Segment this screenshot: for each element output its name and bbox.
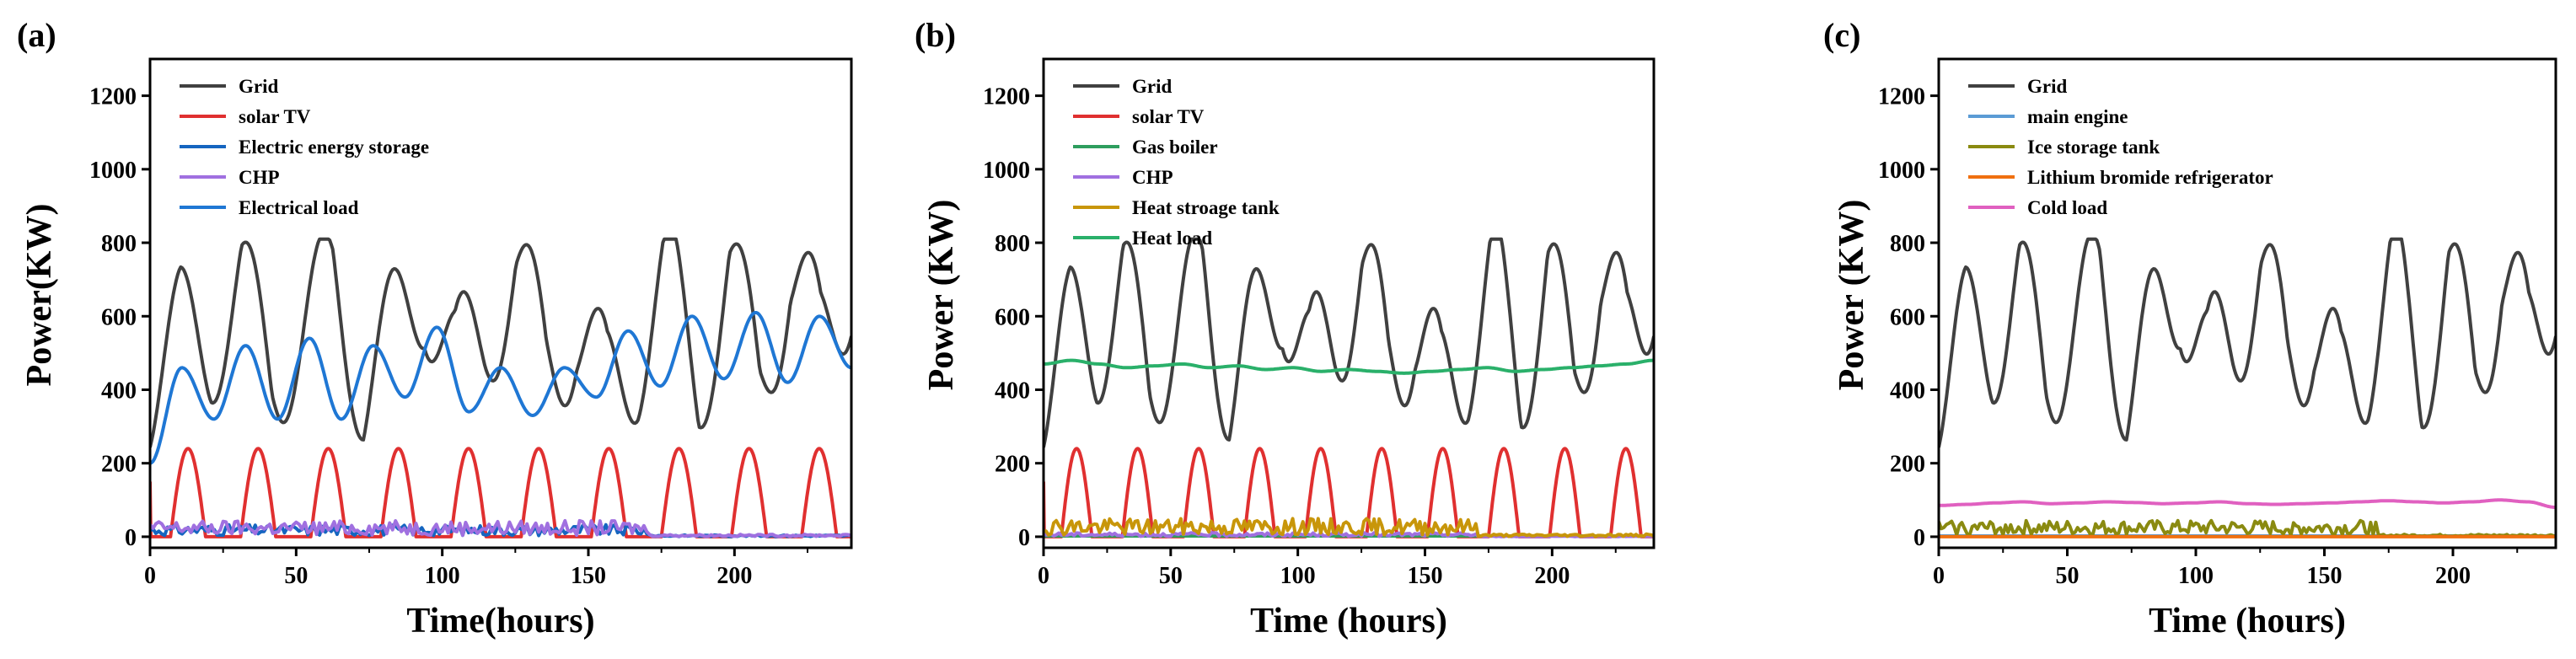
- y-tick-label: 800: [101, 231, 137, 257]
- y-tick-label: 600: [995, 304, 1030, 330]
- plot-frame: [1937, 57, 2557, 549]
- series-line-heat-load: [1044, 358, 1654, 375]
- y-tick-label: 200: [1890, 452, 1925, 478]
- series-line-grid: [150, 237, 851, 448]
- y-tick-label: 400: [1890, 378, 1925, 404]
- x-tick-label: 50: [284, 563, 308, 589]
- legend-label: Cold load: [2027, 197, 2107, 218]
- y-tick-label: 0: [1913, 525, 1925, 551]
- plot-frame: [148, 57, 853, 549]
- series-line-heat-stroage-tank: [1044, 517, 1654, 538]
- x-tick-label: 150: [571, 563, 606, 589]
- legend-label: main engine: [2027, 106, 2128, 127]
- x-axis-title: Time (hours): [1250, 602, 1447, 640]
- x-tick-label: 0: [1933, 563, 1945, 589]
- legend: Grid solar TV Electric energy storage CHP El…: [180, 76, 429, 218]
- x-tick-label: 100: [1280, 563, 1316, 589]
- y-tick-label: 1000: [89, 158, 137, 184]
- x-axis-title: Time (hours): [2149, 602, 2346, 640]
- series-line-grid: [1939, 237, 2556, 448]
- y-axis-title: Power (KW): [922, 200, 961, 391]
- y-tick-label: 1200: [1878, 84, 1925, 110]
- y-tick-label: 1200: [89, 84, 137, 110]
- legend-label: CHP: [1132, 167, 1173, 188]
- legend-label: Heat stroage tank: [1132, 197, 1280, 218]
- x-tick-label: 100: [425, 563, 460, 589]
- legend: Grid solar TV Gas boiler CHP Heat stroage ta…: [1073, 76, 1280, 249]
- y-tick-label: 0: [125, 525, 137, 551]
- legend-label: solar TV: [1132, 106, 1205, 127]
- plot-frame: [1042, 57, 1656, 549]
- series-line-solar-tv: [150, 447, 851, 538]
- legend-label: Grid: [1132, 76, 1172, 97]
- y-tick-label: 200: [995, 452, 1030, 478]
- legend-label: Gas boiler: [1132, 137, 1218, 158]
- panel-label: (c): [1823, 16, 1860, 54]
- y-tick-label: 200: [101, 452, 137, 478]
- legend-label: Heat load: [1132, 228, 1212, 249]
- legend-label: Ice storage tank: [2027, 137, 2160, 158]
- series-line-grid: [1044, 237, 1654, 448]
- y-tick-label: 400: [101, 378, 137, 404]
- series-line-ice-storage-tank: [1939, 518, 2556, 538]
- chart-panel-3: (c) 0 200 400 600 800 1000 1200 0 50 100 150 200 Time…: [1823, 16, 2557, 640]
- y-axis-title: Power (KW): [1833, 200, 1871, 391]
- series-line-chp: [150, 518, 851, 538]
- legend: Grid main engine Ice storage tank Lithium b…: [1968, 76, 2273, 218]
- legend-label: Grid: [2027, 76, 2067, 97]
- y-tick-label: 0: [1018, 525, 1030, 551]
- y-tick-label: 600: [1890, 304, 1925, 330]
- series-group: [150, 237, 851, 538]
- y-tick-label: 400: [995, 378, 1030, 404]
- series-group: [1044, 237, 1654, 538]
- chart-panel-2: (b) 0 200 400 600 800 1000 1200 0 50 100 150 200 Time…: [915, 16, 1656, 640]
- x-tick-label: 0: [1038, 563, 1049, 589]
- x-axis-title: Time(hours): [406, 602, 594, 640]
- legend-label: Electrical load: [239, 197, 359, 218]
- series-line-electrical-load: [150, 311, 851, 465]
- x-tick-label: 100: [2178, 563, 2214, 589]
- series-line-cold-load: [1939, 498, 2556, 509]
- legend-label: Electric energy storage: [239, 137, 429, 158]
- x-tick-label: 150: [2307, 563, 2343, 589]
- chart-panel-1: (a) 0 200 400 600 800 1000 1200 0 50 100 150 200 Time…: [17, 16, 853, 640]
- x-tick-label: 0: [144, 563, 156, 589]
- x-tick-label: 200: [1534, 563, 1570, 589]
- x-tick-label: 50: [1159, 563, 1183, 589]
- panel-label: (b): [915, 16, 956, 54]
- legend-label: Lithium bromide refrigerator: [2027, 167, 2273, 188]
- legend-label: CHP: [239, 167, 280, 188]
- legend-label: solar TV: [239, 106, 311, 127]
- legend-label: Grid: [239, 76, 278, 97]
- y-tick-label: 800: [1890, 231, 1925, 257]
- panel-label: (a): [17, 16, 56, 54]
- x-tick-label: 150: [1408, 563, 1443, 589]
- y-axis-title: Power(KW): [20, 204, 59, 387]
- y-tick-label: 800: [995, 231, 1030, 257]
- y-tick-label: 600: [101, 304, 137, 330]
- y-tick-label: 1000: [1878, 158, 1925, 184]
- y-tick-label: 1200: [983, 84, 1030, 110]
- x-tick-label: 200: [716, 563, 752, 589]
- x-tick-label: 50: [2056, 563, 2080, 589]
- series-group: [1939, 237, 2556, 538]
- x-tick-label: 200: [2435, 563, 2471, 589]
- y-tick-label: 1000: [983, 158, 1030, 184]
